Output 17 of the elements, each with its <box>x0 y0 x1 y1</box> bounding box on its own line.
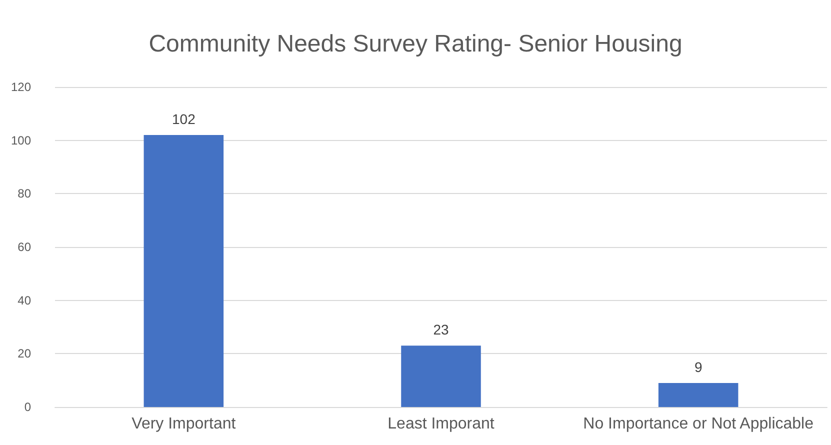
y-tick-label: 80 <box>18 186 32 201</box>
bar <box>401 346 481 407</box>
y-tick-label: 100 <box>10 133 32 148</box>
x-tick-label: Least Imporant <box>388 416 495 432</box>
bar <box>144 135 224 407</box>
data-label: 102 <box>172 111 196 127</box>
x-tick-label: No Importance or Not Applicable <box>583 416 814 432</box>
y-tick-label: 60 <box>18 240 32 254</box>
x-tick-label: Very Important <box>132 416 236 432</box>
y-tick-label: 40 <box>18 293 32 308</box>
y-tick-label: 20 <box>18 346 32 361</box>
data-label: 23 <box>433 322 449 338</box>
y-tick-label: 120 <box>10 80 32 94</box>
bar <box>658 383 738 407</box>
data-label: 9 <box>694 359 702 375</box>
chart-title: Community Needs Survey Rating- Senior Housing <box>148 30 682 58</box>
y-tick-label: 0 <box>24 400 32 414</box>
